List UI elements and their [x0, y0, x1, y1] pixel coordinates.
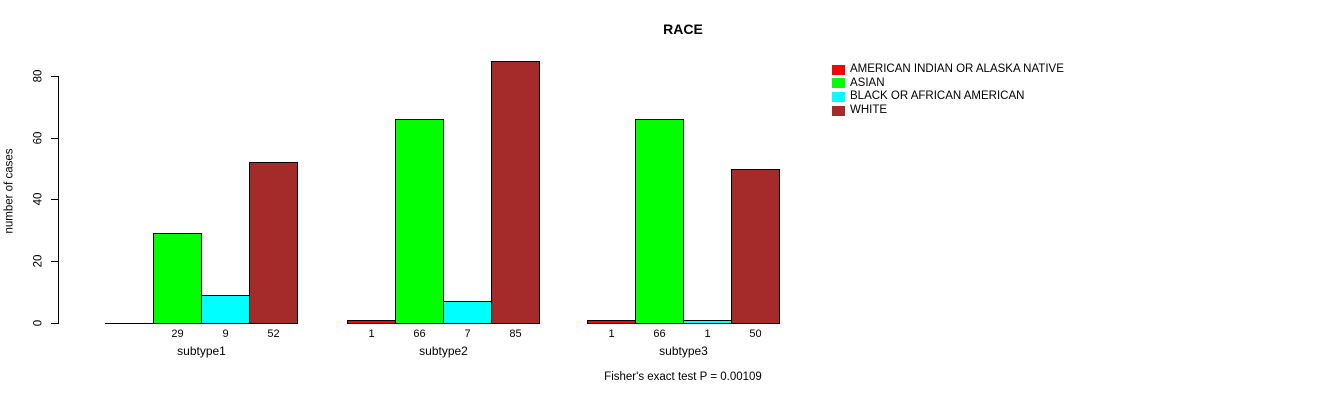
bar-subtype2-series2 [443, 301, 492, 324]
bar-subtype3-series2 [683, 320, 732, 324]
bar-value-label: 50 [749, 328, 762, 340]
bar-subtype1-series1 [153, 233, 202, 324]
bar-value-label: 29 [171, 328, 184, 340]
bar-value-label: 9 [222, 328, 229, 340]
y-axis-line [58, 76, 59, 324]
legend-swatch-icon [832, 64, 845, 75]
legend-swatch-icon [832, 78, 845, 89]
bar-subtype1-series2 [201, 295, 250, 324]
bar-subtype3-series0 [587, 320, 636, 324]
bar-subtype3-series1 [635, 119, 684, 324]
bar-value-label: 66 [413, 328, 426, 340]
legend-item: ASIAN [832, 77, 1064, 91]
y-tick [51, 323, 58, 324]
legend: AMERICAN INDIAN OR ALASKA NATIVE ASIAN BLA… [832, 63, 1064, 117]
bar-subtype2-series3 [491, 61, 540, 324]
bar-value-label: 85 [509, 328, 522, 340]
legend-label: ASIAN [850, 76, 885, 89]
bar-subtype2-series1 [395, 119, 444, 324]
legend-label: WHITE [850, 103, 888, 116]
bar-value-label: 52 [267, 328, 280, 340]
y-tick-label: 80 [32, 69, 45, 83]
y-tick [51, 199, 58, 200]
y-tick [51, 138, 58, 139]
y-tick-label: 20 [32, 254, 45, 268]
legend-item: AMERICAN INDIAN OR ALASKA NATIVE [832, 63, 1064, 77]
y-tick [51, 261, 58, 262]
bar-subtype3-series3 [731, 169, 780, 324]
legend-swatch-icon [832, 91, 845, 102]
legend-item: BLACK OR AFRICAN AMERICAN [832, 90, 1064, 104]
bar-value-label: 1 [368, 328, 375, 340]
footer-note: Fisher's exact test P = 0.00109 [604, 371, 762, 383]
y-tick [51, 76, 58, 77]
legend-item: WHITE [832, 104, 1064, 118]
y-axis-label: number of cases [3, 148, 16, 234]
legend-label: AMERICAN INDIAN OR ALASKA NATIVE [850, 63, 1064, 76]
y-tick-label: 60 [32, 131, 45, 145]
bar-value-label: 1 [608, 328, 615, 340]
legend-swatch-icon [832, 105, 845, 116]
bar-value-label: 66 [653, 328, 666, 340]
bar-subtype1-series3 [249, 162, 298, 324]
legend-label: BLACK OR AFRICAN AMERICAN [850, 90, 1025, 103]
bar-subtype2-series0 [347, 320, 396, 324]
x-category-label: subtype3 [659, 344, 708, 358]
bar-value-label: 1 [704, 328, 711, 340]
bar-value-label: 7 [464, 328, 471, 340]
x-category-label: subtype2 [419, 344, 468, 358]
y-tick-label: 0 [32, 319, 45, 327]
chart-title: RACE [663, 21, 703, 37]
x-category-label: subtype1 [177, 344, 226, 358]
y-tick-label: 40 [32, 192, 45, 206]
